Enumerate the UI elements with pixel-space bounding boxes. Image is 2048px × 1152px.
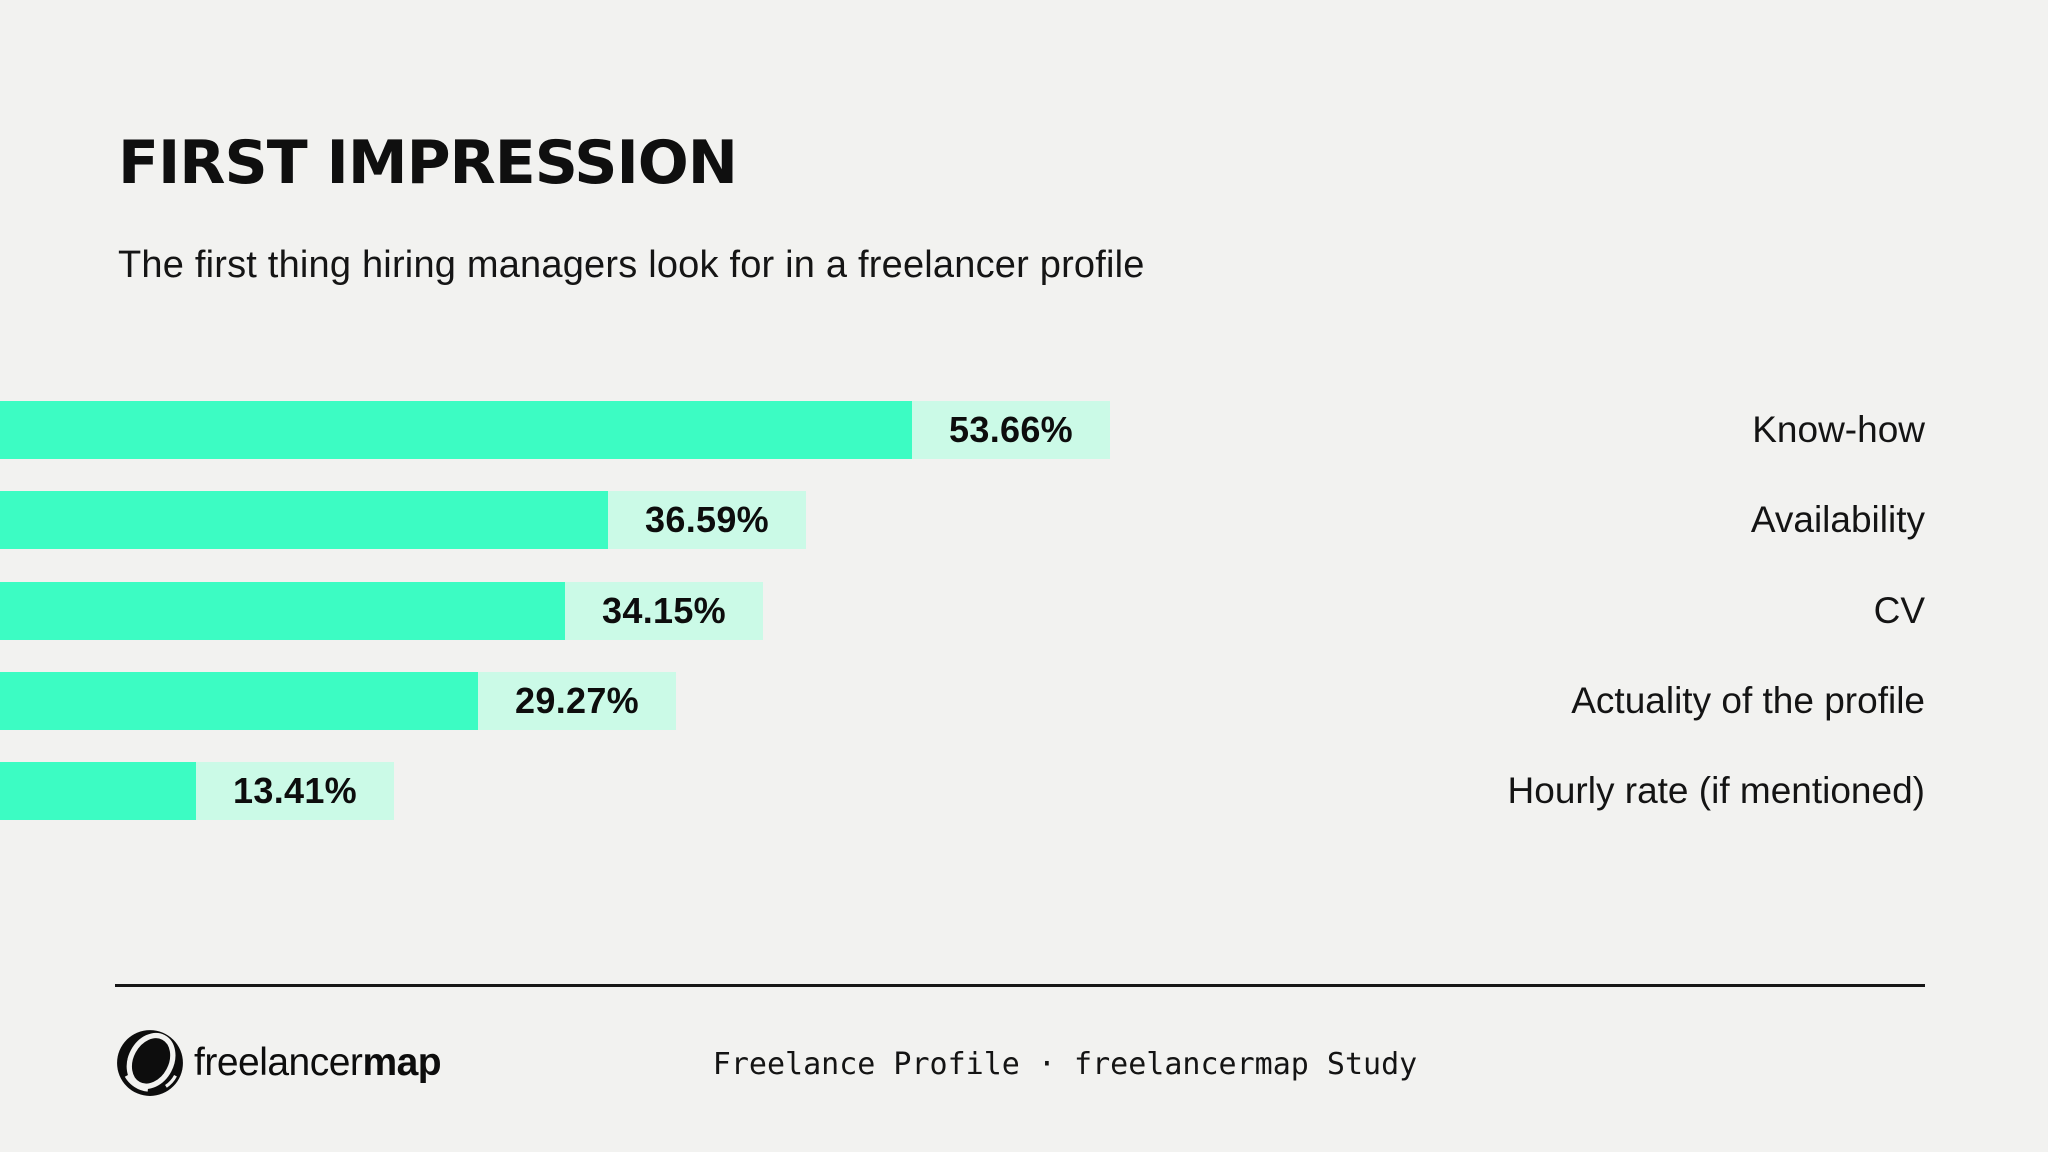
- bar-row: 34.15% CV: [0, 582, 2048, 640]
- bar-fill: [0, 491, 608, 549]
- bar-row: 53.66% Know-how: [0, 401, 2048, 459]
- value-label: 34.15%: [602, 590, 726, 631]
- category-label: Know-how: [1752, 409, 1925, 450]
- footer-divider: [115, 984, 1925, 987]
- bar-fill: [0, 582, 565, 640]
- value-label: 13.41%: [233, 770, 357, 811]
- brand-bold: map: [362, 1041, 442, 1084]
- bar-chart: 53.66% Know-how 36.59% Availability 34.1…: [0, 401, 2048, 821]
- freelancermap-logo: freelancermap: [116, 1028, 442, 1098]
- value-box: 53.66%: [912, 401, 1110, 459]
- bar-row: 36.59% Availability: [0, 491, 2048, 549]
- bar-fill: [0, 401, 912, 459]
- header: FIRST IMPRESSION The first thing hiring …: [118, 128, 1618, 287]
- freelancermap-globe-icon: [117, 1030, 183, 1096]
- category-label: Actuality of the profile: [1571, 680, 1925, 721]
- value-label: 29.27%: [515, 680, 639, 721]
- category-label: Hourly rate (if mentioned): [1507, 770, 1925, 811]
- value-box: 34.15%: [565, 582, 763, 640]
- bar-row: 13.41% Hourly rate (if mentioned): [0, 762, 2048, 820]
- value-box: 36.59%: [608, 491, 806, 549]
- bar-fill: [0, 672, 478, 730]
- value-box: 13.41%: [196, 762, 394, 820]
- category-label: CV: [1873, 590, 1925, 631]
- page-subtitle: The first thing hiring managers look for…: [118, 244, 1145, 286]
- value-label: 36.59%: [645, 499, 769, 540]
- category-label: Availability: [1750, 499, 1925, 540]
- value-label: 53.66%: [949, 409, 1073, 450]
- page-title: FIRST IMPRESSION: [118, 128, 738, 198]
- brand-regular: freelancer: [194, 1041, 363, 1084]
- bar-fill: [0, 762, 196, 820]
- footer-caption: Freelance Profile · freelancermap Study: [712, 1047, 1418, 1082]
- value-box: 29.27%: [478, 672, 676, 730]
- brand-wordmark: freelancermap: [194, 1041, 442, 1085]
- bar-row: 29.27% Actuality of the profile: [0, 672, 2048, 730]
